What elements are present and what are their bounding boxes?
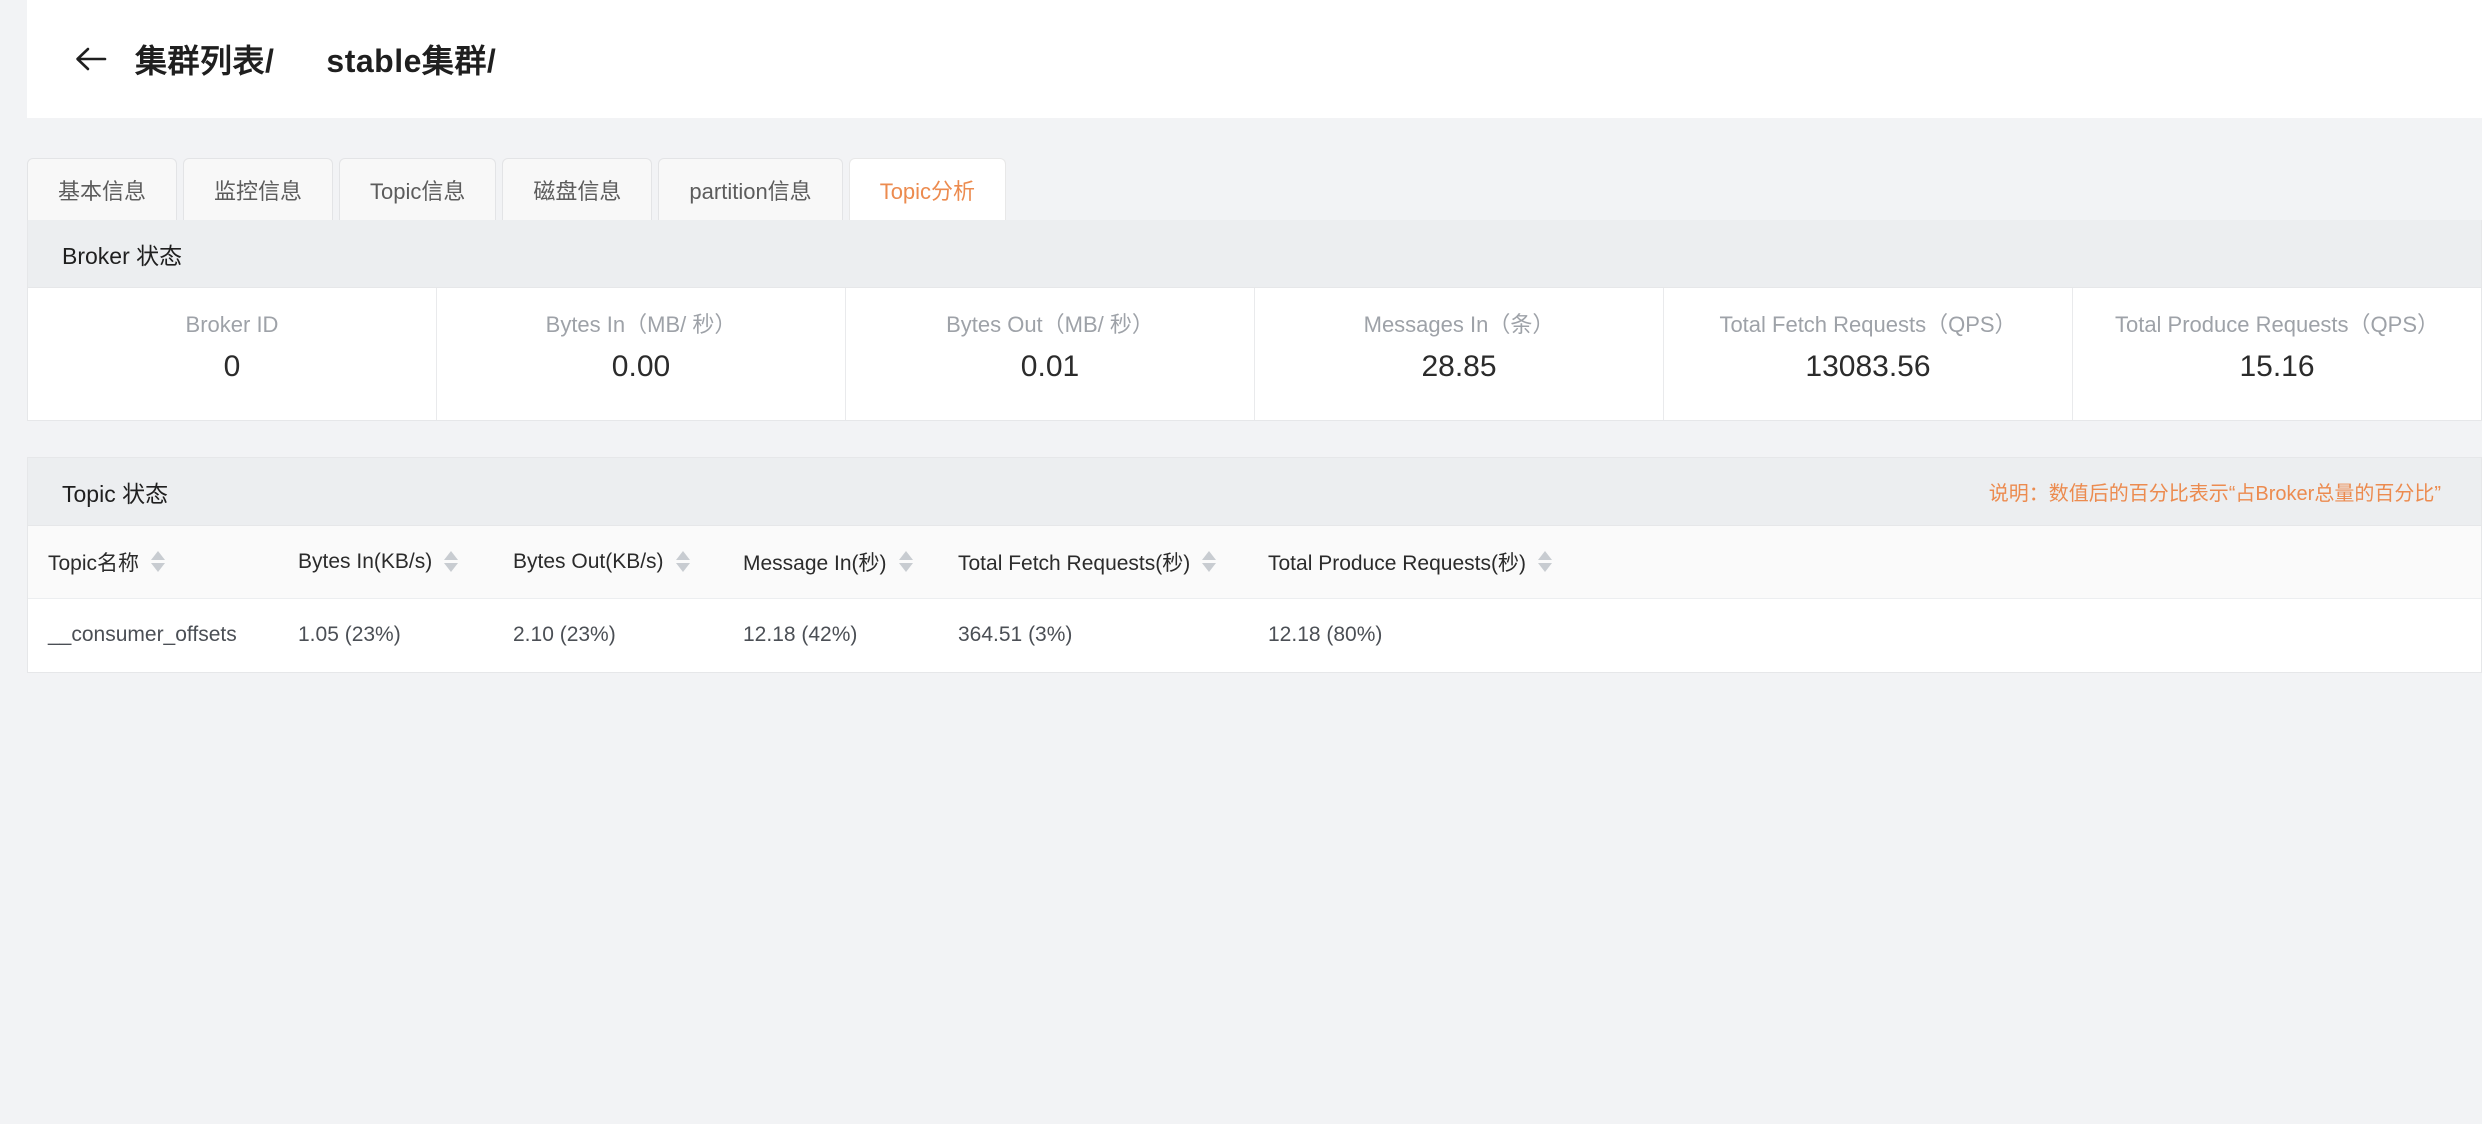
stat-value: 0.01 [1020, 350, 1080, 383]
caret-up-icon [898, 551, 913, 561]
page-container: 集群列表/ stable集群/ 基本信息 监控信息 Topic信息 磁盘信息 p… [27, 0, 2482, 1124]
column-label: Message In(秒) [743, 551, 887, 575]
stat-label: Total Fetch Requests（QPS） [1719, 312, 2017, 337]
sort-toggle-icon[interactable] [151, 551, 166, 573]
tab-label: Topic分析 [879, 178, 976, 204]
stat-label: Total Produce Requests（QPS） [2114, 312, 2440, 337]
table-header-row: Topic名称 Bytes In(KB/s) [28, 526, 2481, 599]
tab-disk-info[interactable]: 磁盘信息 [502, 158, 653, 220]
tab-topic-analysis[interactable]: Topic分析 [848, 158, 1007, 220]
column-header-bytes-out[interactable]: Bytes Out(KB/s) [493, 526, 723, 599]
caret-up-icon [1202, 551, 1217, 561]
tab-monitor-info[interactable]: 监控信息 [183, 158, 334, 220]
tab-label: Topic信息 [370, 178, 466, 204]
sort-toggle-icon[interactable] [444, 551, 459, 573]
broker-stats-row: Broker ID 0 Bytes In（MB/ 秒） 0.00 Bytes O… [28, 288, 2481, 420]
stat-messages-in: Messages In（条） 28.85 [1255, 288, 1664, 420]
stat-value: 15.16 [2239, 350, 2315, 383]
tab-partition-info[interactable]: partition信息 [658, 158, 843, 220]
broker-status-header: Broker 状态 [28, 220, 2481, 288]
sort-toggle-icon[interactable] [675, 551, 690, 573]
caret-down-icon [1537, 563, 1552, 573]
stat-label: Messages In（条） [1363, 312, 1555, 337]
tab-topic-info[interactable]: Topic信息 [339, 158, 497, 220]
arrow-left-icon[interactable] [71, 39, 111, 79]
caret-down-icon [675, 563, 690, 573]
breadcrumb: 集群列表/ stable集群/ [111, 36, 496, 82]
tab-label: 监控信息 [214, 178, 303, 204]
stat-bytes-in: Bytes In（MB/ 秒） 0.00 [437, 288, 846, 420]
stat-label: Bytes Out（MB/ 秒） [946, 312, 1154, 337]
tab-basic-info[interactable]: 基本信息 [27, 158, 178, 220]
column-header-message-in[interactable]: Message In(秒) [723, 526, 938, 599]
table-row[interactable]: __consumer_offsets 1.05 (23%) 2.10 (23%)… [28, 598, 2481, 672]
stat-total-fetch-requests: Total Fetch Requests（QPS） 13083.56 [1664, 288, 2073, 420]
broker-status-card: Broker 状态 Broker ID 0 Bytes In（MB/ 秒） 0.… [27, 220, 2482, 421]
column-label: Bytes Out(KB/s) [513, 549, 664, 573]
stat-label: Bytes In（MB/ 秒） [545, 312, 737, 337]
tab-bar: 基本信息 监控信息 Topic信息 磁盘信息 partition信息 Topic… [27, 154, 2482, 220]
column-header-total-produce-requests[interactable]: Total Produce Requests(秒) [1248, 526, 2481, 599]
broker-status-title: Broker 状态 [62, 242, 183, 269]
column-header-bytes-in[interactable]: Bytes In(KB/s) [278, 526, 493, 599]
topic-status-header: Topic 状态 说明：数值后的百分比表示“占Broker总量的百分比” [28, 458, 2481, 526]
tab-label: 基本信息 [58, 178, 147, 204]
page-header: 集群列表/ stable集群/ [27, 0, 2482, 118]
section-spacer [27, 421, 2482, 457]
caret-up-icon [675, 551, 690, 561]
stat-value: 28.85 [1421, 350, 1497, 383]
cell-total-produce-requests: 12.18 (80%) [1248, 598, 2481, 672]
caret-up-icon [444, 551, 459, 561]
breadcrumb-parent[interactable]: 集群列表/ [135, 43, 275, 79]
caret-down-icon [898, 563, 913, 573]
sort-toggle-icon[interactable] [1537, 551, 1552, 573]
cell-topic-name: __consumer_offsets [28, 598, 278, 672]
column-label: Topic名称 [48, 551, 140, 575]
topic-table-head: Topic名称 Bytes In(KB/s) [28, 526, 2481, 599]
breadcrumb-current: stable集群/ [326, 43, 497, 79]
column-label: Bytes In(KB/s) [298, 549, 433, 573]
topic-table-body: __consumer_offsets 1.05 (23%) 2.10 (23%)… [28, 598, 2481, 672]
sort-toggle-icon[interactable] [1202, 551, 1217, 573]
caret-down-icon [444, 563, 459, 573]
stat-bytes-out: Bytes Out（MB/ 秒） 0.01 [846, 288, 1255, 420]
column-label: Total Fetch Requests(秒) [958, 551, 1191, 575]
stat-total-produce-requests: Total Produce Requests（QPS） 15.16 [2073, 288, 2481, 420]
topic-table: Topic名称 Bytes In(KB/s) [28, 526, 2481, 672]
stat-value: 0.00 [611, 350, 671, 383]
stat-value: 0 [223, 350, 241, 383]
left-gutter [0, 0, 27, 1124]
column-header-topic-name[interactable]: Topic名称 [28, 526, 278, 599]
caret-down-icon [151, 563, 166, 573]
caret-down-icon [1202, 563, 1217, 573]
stat-value: 13083.56 [1805, 350, 1931, 383]
column-label: Total Produce Requests(秒) [1268, 551, 1526, 575]
stat-broker-id: Broker ID 0 [28, 288, 437, 420]
column-header-total-fetch-requests[interactable]: Total Fetch Requests(秒) [938, 526, 1248, 599]
cell-message-in: 12.18 (42%) [723, 598, 938, 672]
topic-status-note: 说明：数值后的百分比表示“占Broker总量的百分比” [1988, 483, 2441, 505]
sort-toggle-icon[interactable] [898, 551, 913, 573]
cell-bytes-out: 2.10 (23%) [493, 598, 723, 672]
tab-label: 磁盘信息 [533, 178, 622, 204]
stat-label: Broker ID [185, 312, 279, 337]
topic-status-card: Topic 状态 说明：数值后的百分比表示“占Broker总量的百分比” Top… [27, 457, 2482, 673]
cell-bytes-in: 1.05 (23%) [278, 598, 493, 672]
tab-label: partition信息 [689, 178, 812, 204]
cell-total-fetch-requests: 364.51 (3%) [938, 598, 1248, 672]
caret-up-icon [1537, 551, 1552, 561]
caret-up-icon [151, 551, 166, 561]
topic-status-title: Topic 状态 [62, 480, 169, 507]
